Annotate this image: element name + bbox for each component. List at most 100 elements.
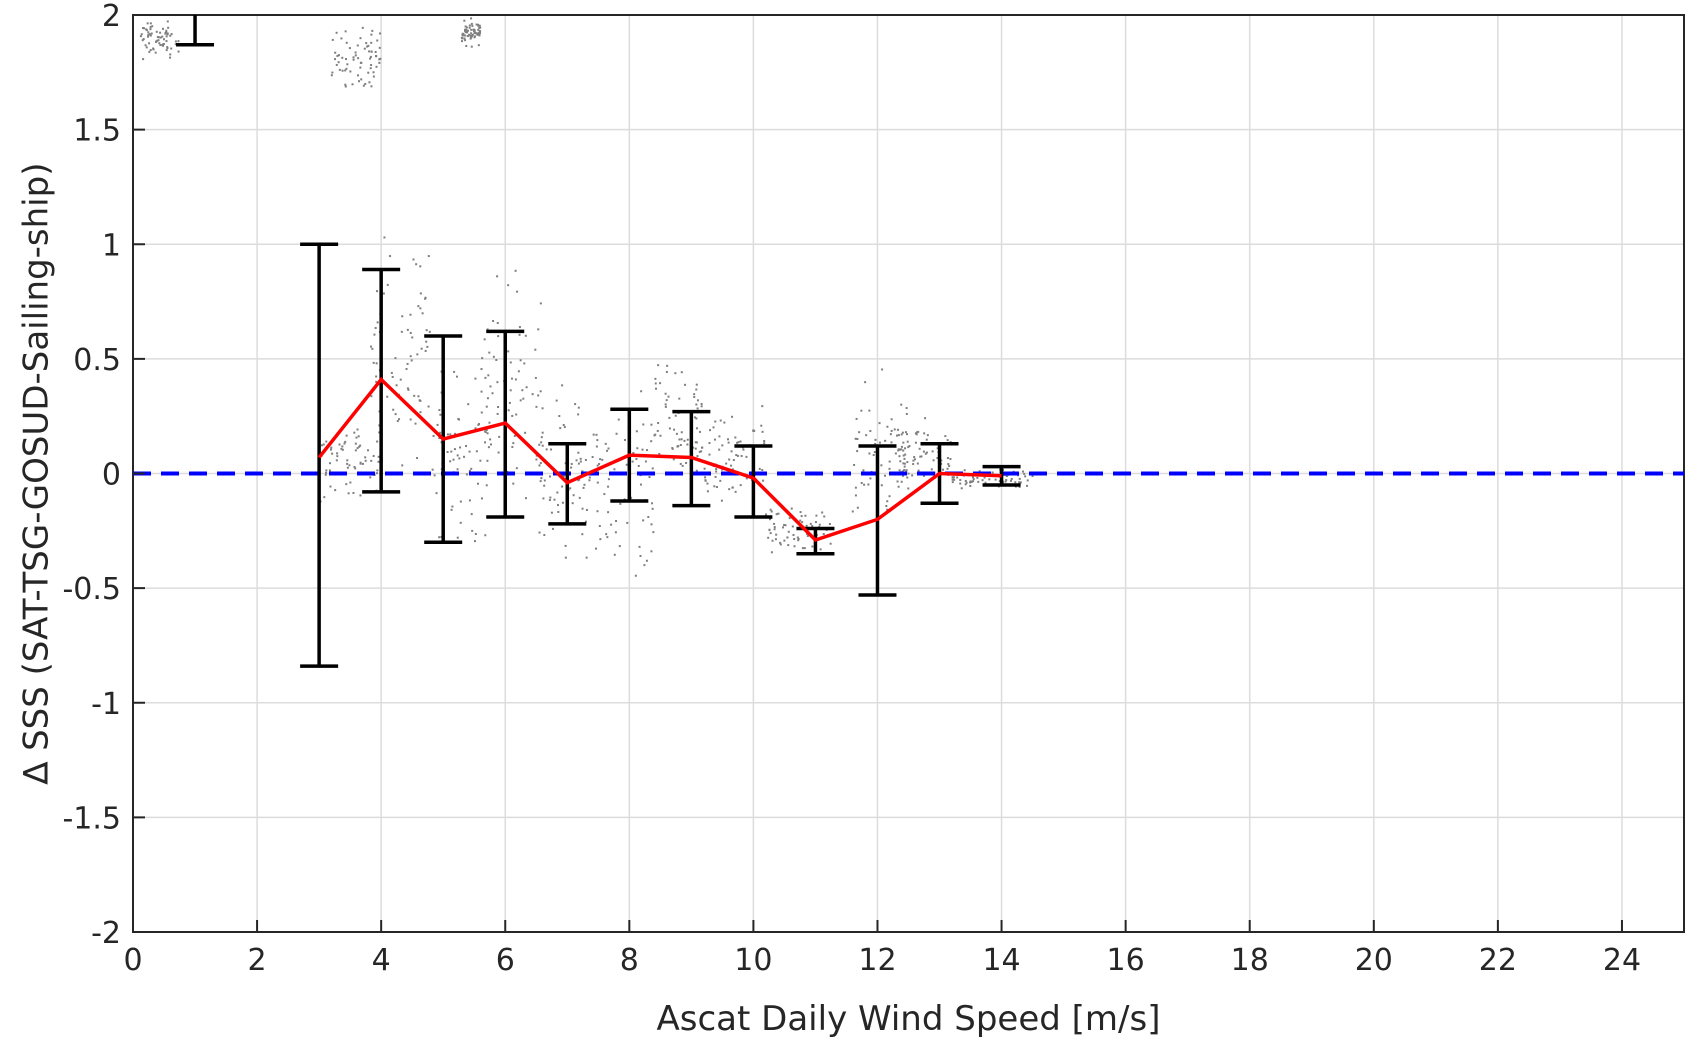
- scatter-point-1011: [963, 469, 966, 472]
- y-tick-labels: -2 -1.5 -1 -0.5 0 0.5 1 1.5 2: [62, 0, 145, 951]
- scatter-point-523: [558, 415, 561, 418]
- scatter-point-119: [352, 56, 355, 59]
- scatter-point-112: [344, 69, 347, 72]
- scatter-point-699: [684, 383, 687, 386]
- scatter-point-1019: [1018, 481, 1021, 484]
- scatter-point-249: [331, 452, 334, 455]
- scatter-point-788: [769, 518, 772, 521]
- scatter-point-801: [793, 545, 796, 548]
- scatter-point-673: [683, 439, 686, 442]
- scatter-point-201: [466, 30, 469, 33]
- x-tick-label-12: 24: [1603, 943, 1641, 978]
- scatter-point-225: [378, 424, 381, 427]
- scatter-point-580: [607, 478, 610, 481]
- scatter-point-974: [946, 439, 949, 442]
- scatter-point-1004: [951, 478, 954, 481]
- scatter-point-415: [474, 532, 477, 535]
- scatter-point-798: [805, 524, 808, 527]
- scatter-point-265: [359, 461, 362, 464]
- scatter-point-759: [708, 442, 711, 445]
- scatter-point-958: [920, 455, 923, 458]
- scatter-point-166: [470, 22, 473, 25]
- scatter-point-676: [664, 392, 667, 395]
- scatter-point-698: [680, 431, 683, 434]
- scatter-point-178: [468, 33, 471, 36]
- scatter-point-193: [474, 31, 477, 34]
- scatter-point-879: [897, 448, 900, 451]
- scatter-point-156: [463, 19, 466, 22]
- scatter-point-754: [745, 477, 748, 480]
- scatter-point-362: [491, 392, 494, 395]
- scatter-point-457: [486, 328, 489, 331]
- scatter-point-196: [461, 40, 464, 43]
- scatter-point-806: [793, 538, 796, 541]
- scatter-point-9: [177, 40, 180, 43]
- x-axis-label: Ascat Daily Wind Speed [m/s]: [657, 999, 1161, 1039]
- scatter-point-959: [913, 458, 916, 461]
- scatter-point-518: [556, 491, 559, 494]
- scatter-point-855: [860, 409, 863, 412]
- scatter-point-55: [145, 28, 148, 31]
- scatter-point-359: [436, 423, 439, 426]
- scatter-point-355: [488, 421, 491, 424]
- scatter-point-62: [147, 31, 150, 34]
- x-tick-label-8: 16: [1107, 943, 1145, 978]
- scatter-point-63: [151, 25, 154, 28]
- scatter-point-142: [471, 33, 474, 36]
- scatter-point-550: [584, 520, 587, 523]
- scatter-point-571: [598, 525, 601, 528]
- scatter-point-920: [919, 455, 922, 458]
- scatter-point-704: [715, 470, 718, 473]
- scatter-point-432: [517, 370, 520, 373]
- scatter-point-34: [165, 40, 168, 43]
- scatter-point-8: [144, 44, 147, 47]
- scatter-point-234: [377, 460, 380, 463]
- scatter-point-508: [561, 501, 564, 504]
- scatter-point-486: [489, 443, 492, 446]
- scatter-point-890: [873, 451, 876, 454]
- scatter-point-510: [540, 477, 543, 480]
- scatter-point-778: [799, 519, 802, 522]
- scatter-point-271: [372, 454, 375, 457]
- scatter-point-461: [507, 409, 510, 412]
- scatter-point-195: [469, 37, 472, 40]
- scatter-point-276: [345, 434, 348, 437]
- scatter-point-1: [165, 35, 168, 38]
- scatter-point-563: [639, 483, 642, 486]
- scatter-point-545: [561, 384, 564, 387]
- scatter-point-584: [596, 439, 599, 442]
- scatter-point-504: [548, 499, 551, 502]
- scatter-point-162: [478, 26, 481, 29]
- scatter-point-969: [912, 459, 915, 462]
- scatter-point-56: [167, 26, 170, 29]
- scatter-point-553: [588, 479, 591, 482]
- scatter-point-820: [787, 530, 790, 533]
- scatter-point-731: [728, 458, 731, 461]
- scatter-point-364: [468, 450, 471, 453]
- x-tick-label-11: 22: [1479, 943, 1517, 978]
- scatter-point-716: [719, 479, 722, 482]
- scatter-point-791: [773, 526, 776, 529]
- y-tick-label-8: 2: [102, 0, 121, 34]
- scatter-point-637: [693, 395, 696, 398]
- scatter-point-914: [924, 417, 927, 420]
- scatter-point-874: [888, 495, 891, 498]
- scatter-point-459: [488, 351, 491, 354]
- scatter-point-691: [664, 403, 667, 406]
- scatter-point-456: [510, 377, 513, 380]
- scatter-point-319: [391, 375, 394, 378]
- scatter-point-401: [480, 411, 483, 414]
- scatter-point-583: [650, 523, 653, 526]
- scatter-point-604: [607, 511, 610, 514]
- scatter-point-774: [799, 511, 802, 514]
- scatter-point-57: [165, 31, 168, 34]
- scatter-point-916: [904, 453, 907, 456]
- scatter-point-1038: [951, 481, 954, 484]
- scatter-point-93: [354, 51, 357, 54]
- scatter-point-912: [918, 447, 921, 450]
- scatter-point-968: [905, 470, 908, 473]
- scatter-point-32: [165, 29, 168, 32]
- scatter-point-283: [427, 405, 430, 408]
- scatter-point-766: [758, 467, 761, 470]
- scatter-point-431: [507, 350, 510, 353]
